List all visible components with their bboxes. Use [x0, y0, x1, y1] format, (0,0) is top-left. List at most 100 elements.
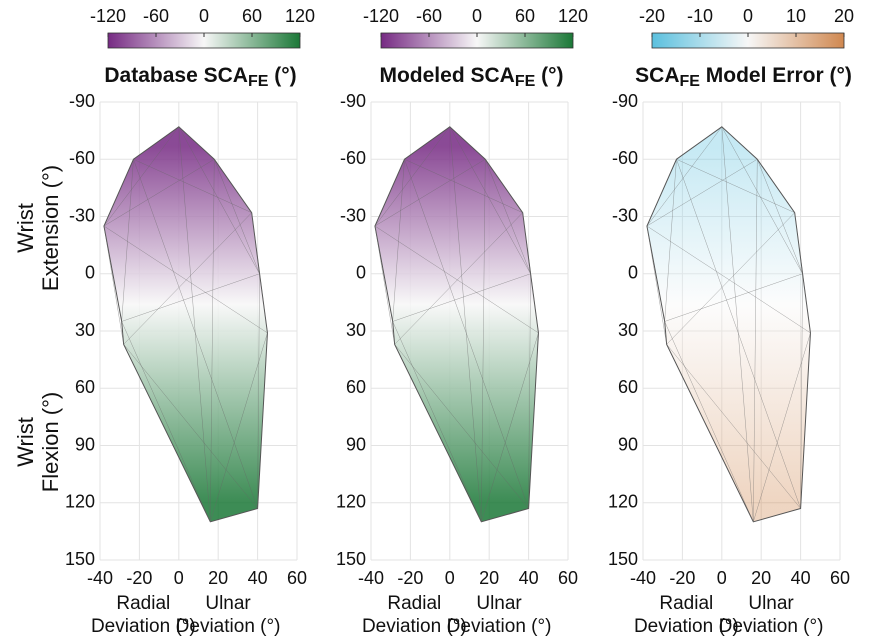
- mesh-edge: [121, 273, 260, 322]
- y-tick-label: -90: [612, 91, 638, 111]
- y-tick-label: 0: [628, 263, 638, 283]
- x-label: Deviation (°): [719, 616, 824, 637]
- mesh-edge: [374, 126, 450, 227]
- y-tick-label: -30: [612, 205, 638, 225]
- mesh-edge: [121, 321, 211, 522]
- x-label: Radial: [659, 593, 713, 614]
- x-tick-label: -40: [358, 568, 384, 588]
- colorbar-tick-label: 120: [558, 6, 588, 26]
- mesh-edge: [485, 159, 531, 274]
- x-tick-label: -20: [126, 568, 152, 588]
- x-tick-label: 20: [208, 568, 228, 588]
- colorbar-tick-label: 60: [515, 6, 535, 26]
- mesh-edge: [392, 273, 531, 322]
- x-tick-label: 40: [791, 568, 811, 588]
- x-tick-label: 40: [248, 568, 268, 588]
- mesh-edge: [646, 159, 758, 227]
- x-label: Ulnar: [205, 593, 251, 614]
- y-tick-label: 30: [75, 320, 95, 340]
- colorbar-tick-label: -20: [639, 6, 665, 26]
- x-label: Radial: [387, 593, 441, 614]
- mesh-edge: [103, 226, 124, 345]
- title-part: FE: [515, 73, 536, 90]
- mesh-edge: [481, 332, 539, 522]
- mesh-edge: [757, 159, 803, 274]
- y-tick-label: 90: [346, 434, 366, 454]
- mesh-edge: [374, 226, 395, 345]
- colorbar-tick-label: -60: [143, 6, 169, 26]
- y-tick-label: 120: [608, 492, 638, 512]
- mesh-edge: [753, 332, 811, 522]
- x-label: Ulnar: [748, 593, 794, 614]
- title-part: FE: [679, 73, 700, 90]
- mesh-edge: [449, 126, 482, 522]
- mesh-edge: [123, 212, 252, 345]
- mesh-edge: [794, 212, 811, 333]
- mesh-edge: [666, 212, 795, 345]
- mesh-edge: [374, 159, 486, 227]
- x-label: Deviation (°): [91, 616, 196, 637]
- x-label: Deviation (°): [362, 616, 467, 637]
- mesh-edge: [133, 159, 258, 509]
- mesh-edge: [664, 273, 803, 322]
- mesh-edge: [214, 159, 260, 274]
- mesh-edge: [646, 225, 811, 334]
- mesh-edge: [210, 159, 215, 522]
- mesh-edge: [666, 344, 801, 509]
- y-tick-label: -60: [69, 148, 95, 168]
- mesh-edge: [123, 344, 258, 509]
- mesh-edge: [664, 159, 677, 322]
- colorbar-tick-label: -120: [90, 6, 126, 26]
- mesh-edge: [664, 321, 754, 522]
- x-tick-label: 0: [445, 568, 455, 588]
- y-label: Wrist: [13, 203, 38, 253]
- colorbar-tick-label: 0: [472, 6, 482, 26]
- mesh-edge: [404, 159, 529, 509]
- mesh-edge: [210, 332, 268, 522]
- x-tick-label: 60: [287, 568, 307, 588]
- x-label: Deviation (°): [447, 616, 552, 637]
- mesh-edge: [103, 126, 179, 227]
- mesh-edge: [121, 159, 134, 322]
- colorbar-tick-label: 0: [199, 6, 209, 26]
- mesh-edge: [528, 273, 531, 509]
- x-tick-label: 60: [558, 568, 578, 588]
- mesh-region: [103, 126, 268, 523]
- mesh-edge: [721, 126, 803, 274]
- mesh-edge: [522, 212, 539, 333]
- x-tick-label: -40: [630, 568, 656, 588]
- title-part: FE: [248, 73, 269, 90]
- colorbar-tick-label: -60: [416, 6, 442, 26]
- y-tick-label: 150: [608, 549, 638, 569]
- title-part: (°): [268, 64, 296, 87]
- mesh-region: [374, 126, 539, 523]
- x-label: Deviation (°): [176, 616, 281, 637]
- mesh-edge: [103, 159, 215, 227]
- mesh-edge: [676, 159, 801, 509]
- mesh-edge: [251, 212, 268, 333]
- x-tick-label: -20: [669, 568, 695, 588]
- y-label: Flexion (°): [38, 392, 63, 492]
- y-tick-label: -60: [612, 148, 638, 168]
- x-label: Ulnar: [476, 593, 522, 614]
- x-tick-label: 20: [479, 568, 499, 588]
- y-tick-label: 120: [336, 492, 366, 512]
- mesh-edge: [394, 344, 529, 509]
- chart-title: Database SCAFE (°): [104, 64, 296, 90]
- y-tick-label: 60: [75, 377, 95, 397]
- mesh-edge: [721, 126, 754, 522]
- y-tick-label: 30: [346, 320, 366, 340]
- x-tick-label: 0: [717, 568, 727, 588]
- mesh-edge: [481, 159, 486, 522]
- mesh-edge: [800, 273, 803, 509]
- y-tick-label: 0: [85, 263, 95, 283]
- colorbar-tick-label: -10: [687, 6, 713, 26]
- y-tick-label: -60: [340, 148, 366, 168]
- y-label: Extension (°): [38, 165, 63, 291]
- mesh-edge: [103, 225, 268, 334]
- title-part: Model Error (°): [700, 64, 852, 87]
- mesh-edge: [449, 126, 531, 274]
- y-tick-label: 30: [618, 320, 638, 340]
- y-tick-label: -30: [340, 205, 366, 225]
- mesh-edge: [392, 321, 482, 522]
